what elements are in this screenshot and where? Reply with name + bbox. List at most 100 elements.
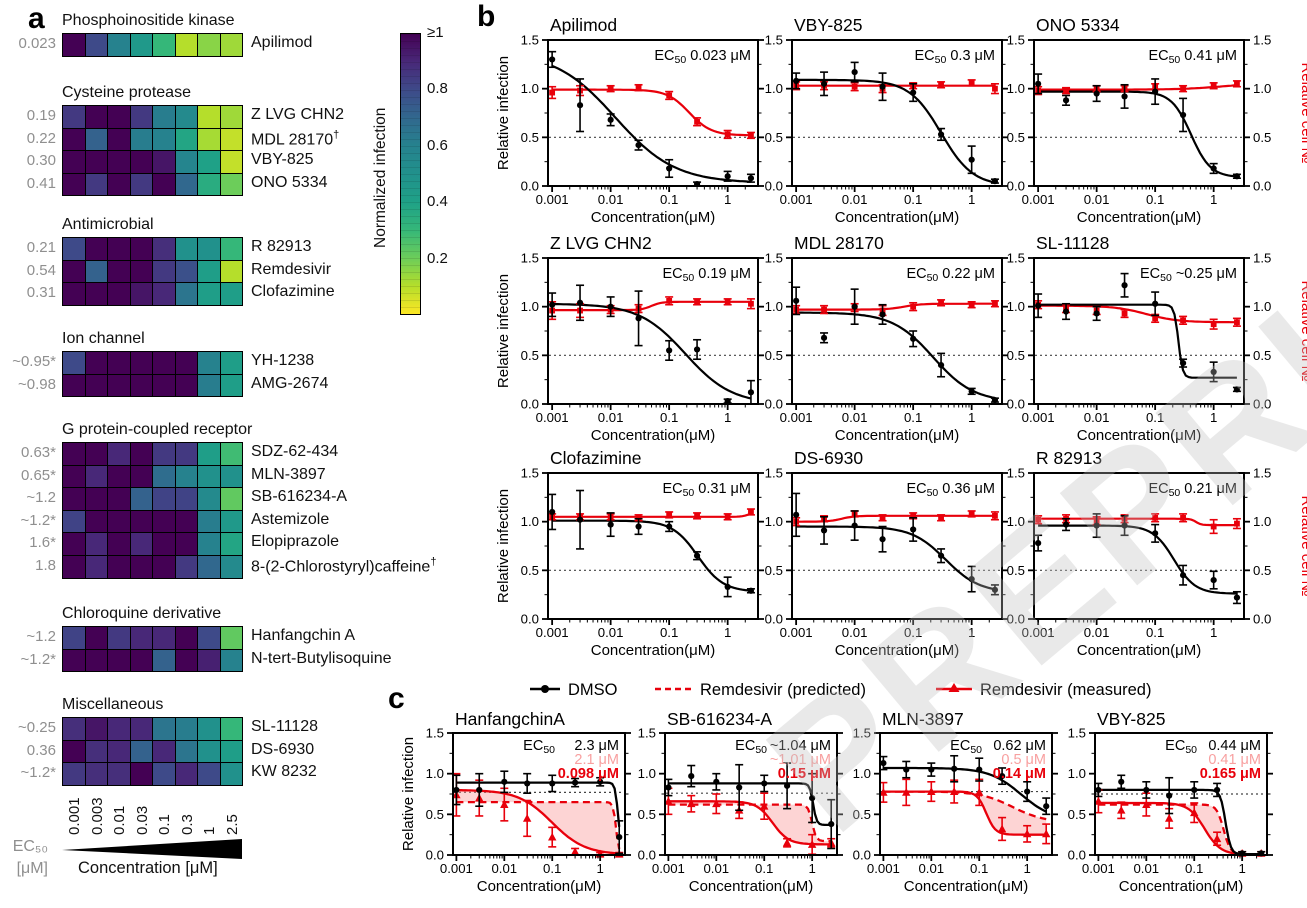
combo-plot-hanfangchina: 0.001 0.01 0.1 1 0.0 0.5 1.0 1.5 Concentration(μ… — [426, 709, 631, 895]
heatmap-compound-name: SB-616234-A — [251, 488, 348, 506]
data-point — [747, 175, 755, 182]
data-point — [902, 787, 911, 796]
data-point — [693, 552, 701, 559]
combo-plot-vby-825: 0.001 0.01 0.1 1 0.0 0.5 1.0 1.5 Concentration(μ… — [1068, 709, 1273, 895]
x-tick-label: 0.1 — [904, 192, 922, 207]
data-point — [910, 512, 917, 519]
y-tick-label: 1.5 — [426, 726, 444, 741]
combo-plot-sb-616234-a: 0.001 0.01 0.1 1 0.0 0.5 1.0 1.5 Concentration(μ… — [638, 709, 843, 895]
data-point — [687, 799, 696, 808]
data-point — [927, 787, 936, 795]
x-tick-label: 0.01 — [491, 861, 517, 876]
data-point — [1152, 530, 1159, 537]
heatmap-compound-name: KW 8232 — [251, 763, 317, 781]
data-point — [991, 178, 999, 185]
heatmap-group-title: Chloroquine derivative — [62, 605, 222, 622]
data-point — [607, 116, 614, 123]
y-axis-label-left: Relative infection — [495, 56, 512, 170]
heatmap-cell — [219, 172, 243, 197]
x-tick-label: 0.001 — [1022, 192, 1055, 207]
plot-title: SB-616234-A — [667, 709, 772, 729]
x-tick-label: 0.01 — [918, 861, 944, 876]
data-point — [1180, 514, 1186, 521]
data-point — [693, 346, 701, 353]
data-point — [1164, 814, 1174, 822]
y-tick-label: 0.0 — [638, 848, 656, 863]
ec50-axis-label: EC₅₀ — [12, 838, 48, 855]
legend-measured-label: Remdesivir (measured) — [980, 681, 1151, 699]
legend: DMSO Remdesivir (predicted) Remdesivir (me… — [530, 681, 1151, 699]
ec50-annotation: 0.5 μM — [1001, 752, 1046, 768]
data-point — [879, 514, 886, 521]
y-tick-label: 0.5 — [521, 563, 539, 578]
heatmap-group-title: Antimicrobial — [62, 216, 154, 233]
data-point — [1210, 368, 1217, 375]
ec50-annotation: EC50 0.023 μM — [654, 48, 751, 66]
data-point — [476, 786, 483, 794]
infection-curve — [1038, 303, 1237, 379]
x-tick-label: 1 — [724, 625, 731, 640]
y-tick-label: 1.5 — [1068, 726, 1086, 741]
legend-dmso-label: DMSO — [568, 681, 618, 699]
infection-curve — [796, 525, 996, 591]
synergy-fill — [668, 801, 832, 845]
y-tick-label: 0.5 — [426, 807, 444, 822]
data-point — [793, 511, 800, 518]
plot-title: VBY-825 — [794, 15, 862, 35]
data-point — [616, 834, 623, 841]
synergy-fill — [456, 790, 620, 854]
x-tick-label: 1 — [1238, 861, 1245, 876]
infection-curve — [552, 519, 752, 592]
data-point — [1190, 808, 1199, 817]
data-point — [1035, 539, 1042, 547]
y-tick-label: 0.5 — [1068, 807, 1086, 822]
data-point — [1093, 522, 1100, 529]
data-point — [1180, 317, 1186, 324]
y-tick-label: 1.0 — [853, 766, 871, 781]
plot-inner — [1035, 84, 1243, 178]
data-point — [694, 118, 700, 125]
heatmap-ec50-value: ~1.2 — [26, 489, 56, 507]
y-tick-label: 1.5 — [638, 726, 656, 741]
y-tick-label: 1.0 — [765, 514, 783, 529]
data-point — [968, 301, 975, 308]
plot-title: HanfangchinA — [455, 709, 565, 729]
ec50-prefix: EC50 — [950, 738, 982, 756]
ec50-annotation: 2.1 μM — [574, 752, 619, 768]
y-tick-label-right: 0.0 — [1253, 397, 1271, 412]
x-tick-label: 1 — [968, 410, 975, 425]
data-point — [666, 347, 673, 354]
ec50-axis-unit: [μM] — [16, 860, 48, 877]
plot-title: Apilimod — [550, 15, 617, 35]
colorbar-tick-label: ≥1 — [427, 24, 444, 41]
data-point — [1121, 522, 1128, 529]
heatmap-cell — [219, 282, 243, 306]
heatmap-compound-name: Hanfangchin A — [251, 627, 356, 644]
x-tick-label: 1 — [968, 192, 975, 207]
y-tick-label-right: 0.5 — [1253, 130, 1271, 145]
ec50-annotation: EC50 0.36 μM — [906, 481, 995, 499]
x-tick-label: 1 — [1210, 625, 1217, 640]
data-point — [549, 301, 556, 308]
x-tick-label: 0.01 — [842, 192, 868, 207]
data-point — [937, 131, 945, 138]
data-point — [1062, 521, 1070, 528]
y-tick-label: 1.5 — [765, 466, 783, 481]
x-tick-label: 1 — [1210, 410, 1217, 425]
plot-inner — [1096, 788, 1266, 855]
cell-number-curve — [796, 302, 995, 311]
data-point — [991, 586, 999, 593]
ec50-annotation: 0.44 μM — [1208, 738, 1261, 754]
y-tick-label-right: 0.0 — [1253, 612, 1271, 627]
dagger-mark: † — [430, 556, 437, 568]
data-point — [968, 575, 975, 583]
data-point — [501, 778, 508, 785]
y-tick-label-right: 0.0 — [1253, 179, 1271, 194]
data-point — [997, 824, 1007, 833]
x-axis-label: Concentration(μM) — [591, 427, 716, 444]
x-tick-label: 0.1 — [660, 192, 678, 207]
heatmap-ec50-value: ~1.2 — [26, 628, 56, 645]
data-point — [635, 142, 642, 149]
heatmap-compound-name: Astemizole — [251, 510, 330, 528]
